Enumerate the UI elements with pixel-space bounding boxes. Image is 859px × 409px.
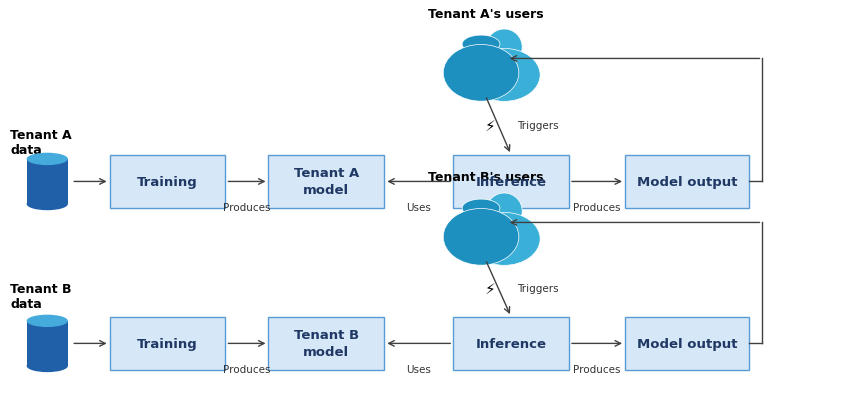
Text: Tenant A's users: Tenant A's users [428, 7, 543, 20]
Ellipse shape [443, 209, 519, 265]
FancyBboxPatch shape [110, 155, 225, 209]
Polygon shape [27, 160, 68, 204]
Text: Inference: Inference [476, 175, 546, 189]
FancyBboxPatch shape [625, 155, 749, 209]
Text: Training: Training [137, 175, 198, 189]
Text: Tenant A
model: Tenant A model [294, 167, 359, 197]
Ellipse shape [468, 213, 540, 266]
Text: Tenant B
model: Tenant B model [294, 328, 359, 359]
Text: Triggers: Triggers [517, 283, 558, 293]
Text: Produces: Produces [573, 202, 621, 212]
FancyBboxPatch shape [110, 317, 225, 370]
Ellipse shape [486, 30, 522, 66]
Text: Uses: Uses [406, 364, 431, 374]
Text: ⚡: ⚡ [484, 281, 495, 296]
Text: Produces: Produces [223, 202, 271, 212]
Text: ⚡: ⚡ [484, 118, 495, 133]
Ellipse shape [468, 49, 540, 102]
Ellipse shape [486, 193, 522, 229]
Text: Model output: Model output [637, 175, 737, 189]
Text: Tenant A
data: Tenant A data [10, 129, 72, 157]
FancyBboxPatch shape [268, 317, 385, 370]
Text: Tenant B's users: Tenant B's users [428, 171, 543, 184]
Text: Tenant B
data: Tenant B data [10, 283, 72, 310]
FancyBboxPatch shape [454, 155, 569, 209]
Text: Inference: Inference [476, 337, 546, 350]
Ellipse shape [27, 153, 68, 166]
Ellipse shape [27, 198, 68, 211]
Text: Triggers: Triggers [517, 121, 558, 131]
Ellipse shape [27, 315, 68, 327]
Text: Uses: Uses [406, 202, 431, 212]
Circle shape [462, 36, 500, 54]
Text: Model output: Model output [637, 337, 737, 350]
FancyBboxPatch shape [268, 155, 385, 209]
Text: Produces: Produces [573, 364, 621, 374]
Circle shape [462, 200, 500, 218]
Polygon shape [27, 321, 68, 366]
Ellipse shape [443, 45, 519, 102]
Ellipse shape [27, 360, 68, 372]
Text: Produces: Produces [223, 364, 271, 374]
FancyBboxPatch shape [625, 317, 749, 370]
Text: Training: Training [137, 337, 198, 350]
FancyBboxPatch shape [454, 317, 569, 370]
